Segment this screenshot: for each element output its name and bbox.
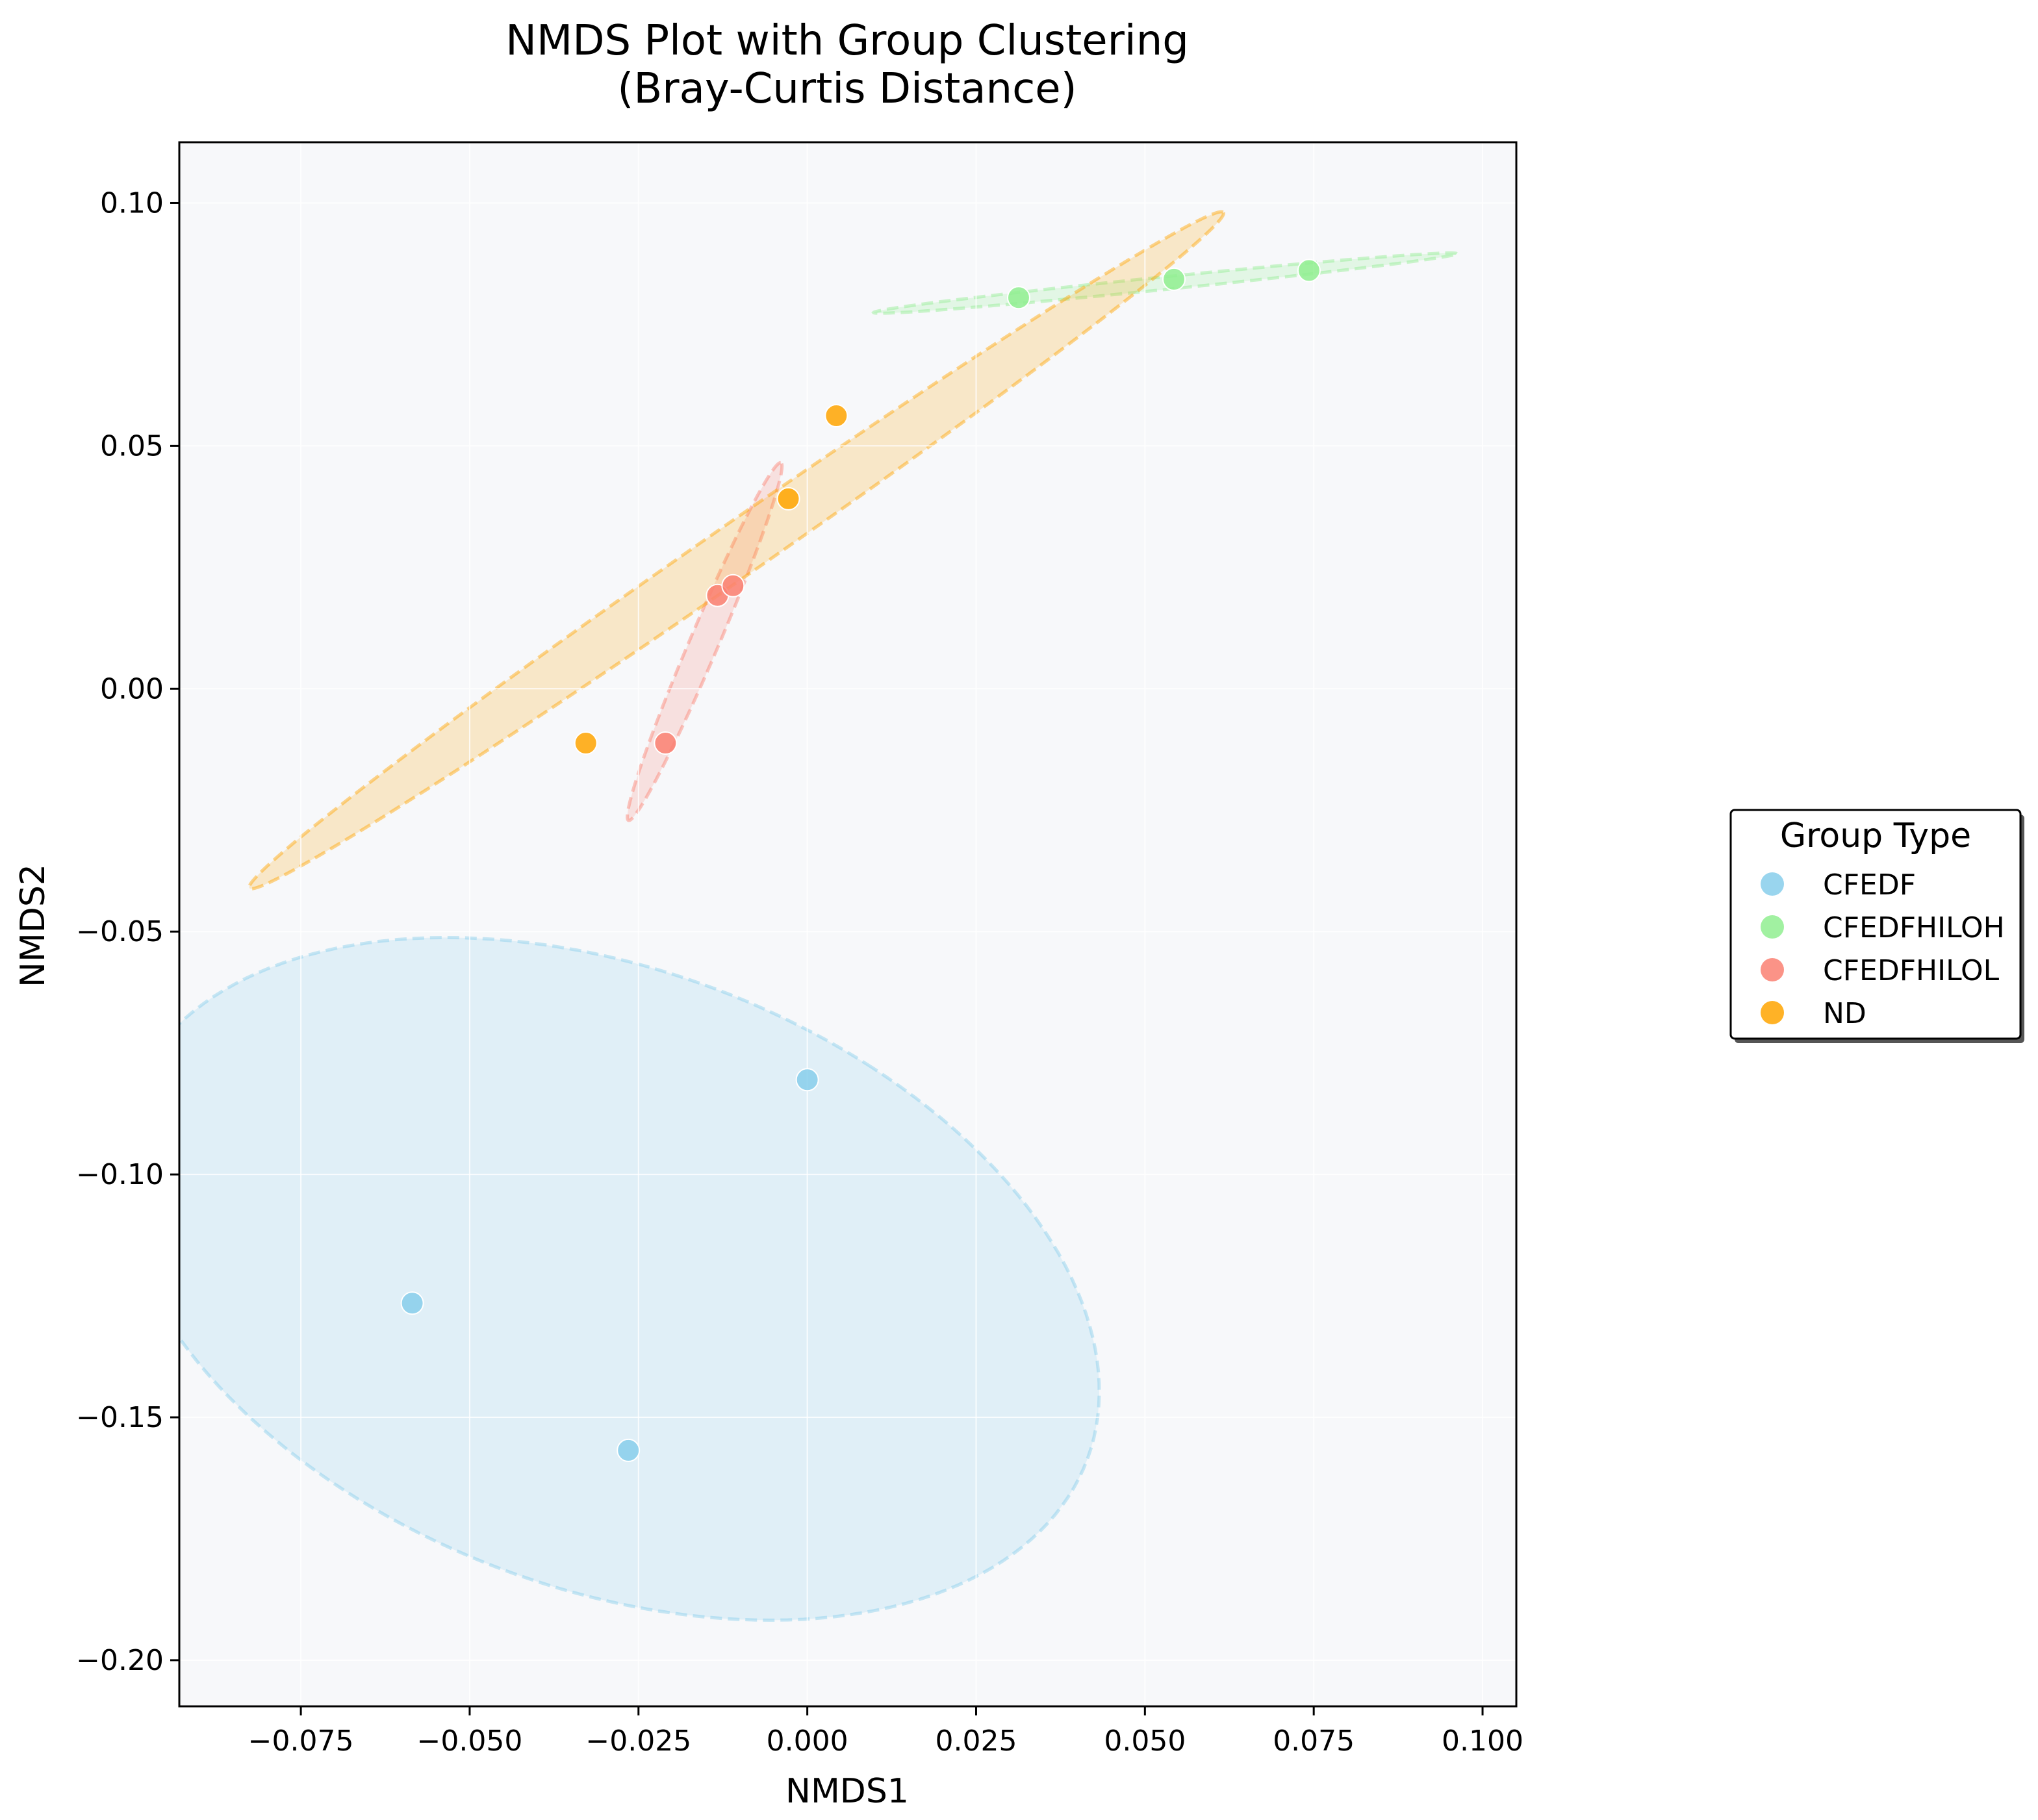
- y-tick-label: −0.10: [76, 1158, 164, 1191]
- confidence-ellipse-3: [626, 461, 784, 822]
- data-point: [795, 1068, 819, 1092]
- data-point: [654, 731, 678, 755]
- plot-frame: [178, 141, 1518, 1708]
- legend-box: [1729, 809, 2022, 1040]
- plot-background: [179, 142, 1516, 1706]
- y-tick-label: −0.15: [76, 1401, 164, 1434]
- legend-label: CFEDF: [1823, 868, 1916, 902]
- x-tick-label: −0.025: [585, 1725, 691, 1758]
- x-tick-label: 0.000: [767, 1725, 848, 1758]
- chart-title: NMDS Plot with Group Clustering: [505, 17, 1189, 65]
- x-tick-label: −0.050: [417, 1725, 523, 1758]
- confidence-ellipse-4: [248, 210, 1225, 891]
- legend-label: CFEDFHILOL: [1823, 954, 2000, 987]
- plot-area: −0.075 −0.050 −0.025 0.000 0.025 0.050 0.075 0.…: [76, 141, 1523, 1758]
- data-point: [1297, 259, 1321, 283]
- y-tick-label: −0.05: [76, 915, 164, 948]
- x-tick-label: −0.075: [248, 1725, 354, 1758]
- y-axis-label: NMDS2: [14, 864, 53, 987]
- legend-label: ND: [1823, 997, 1866, 1030]
- y-tick-label: 0.10: [100, 186, 164, 220]
- legend: Group Type CFEDF CFEDFHILOH CFEDFHILOL ND: [1729, 809, 2024, 1043]
- data-point: [776, 487, 800, 511]
- chart-subtitle: (Bray-Curtis Distance): [617, 65, 1076, 113]
- x-tick-label: 0.050: [1104, 1725, 1186, 1758]
- legend-marker: [1761, 1001, 1784, 1024]
- data-point: [617, 1438, 641, 1462]
- data-point: [574, 731, 598, 755]
- y-tick-label: 0.05: [100, 429, 164, 462]
- x-tick-label: 0.075: [1273, 1725, 1355, 1758]
- y-tick-label: −0.20: [76, 1644, 164, 1677]
- legend-label: CFEDFHILOH: [1823, 911, 2005, 944]
- x-tick-label: 0.025: [936, 1725, 1017, 1758]
- legend-marker: [1761, 915, 1784, 939]
- x-tick-label: 0.100: [1442, 1725, 1523, 1758]
- y-tick-label: 0.00: [100, 672, 164, 705]
- legend-marker: [1761, 872, 1784, 896]
- data-point: [1006, 286, 1030, 310]
- data-point: [1162, 267, 1186, 291]
- legend-title: Group Type: [1780, 816, 1971, 855]
- plot-content: [179, 142, 1516, 1706]
- confidence-ellipse-1: [179, 935, 1101, 1622]
- x-axis-label: NMDS1: [785, 1772, 909, 1811]
- data-point: [721, 574, 745, 598]
- data-point: [824, 404, 848, 428]
- data-point: [400, 1291, 424, 1315]
- legend-marker: [1761, 958, 1784, 981]
